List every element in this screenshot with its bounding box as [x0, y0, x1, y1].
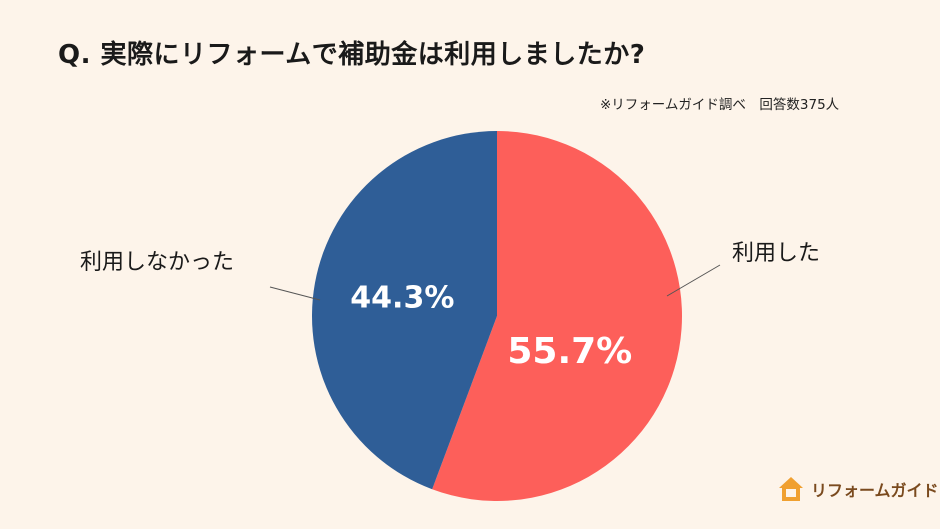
logo-text: リフォームガイド [811, 481, 939, 500]
page-title: Q. 実際にリフォームで補助金は利用しましたか? [58, 40, 646, 70]
survey-note: ※リフォームガイド調べ 回答数375人 [600, 97, 840, 113]
value-label-used: 55.7% [507, 331, 632, 372]
slice-not-used [312, 131, 497, 490]
leader-line-used [666, 264, 721, 297]
leader-line-not-used [269, 286, 321, 301]
brand-logo: リフォームガイド [777, 474, 939, 504]
slice-label-used: 利用した [732, 241, 821, 266]
slice-label-not-used: 利用しなかった [80, 250, 235, 275]
slice-used [432, 131, 683, 501]
value-label-not-used: 44.3% [350, 280, 454, 315]
house-icon [779, 477, 803, 501]
